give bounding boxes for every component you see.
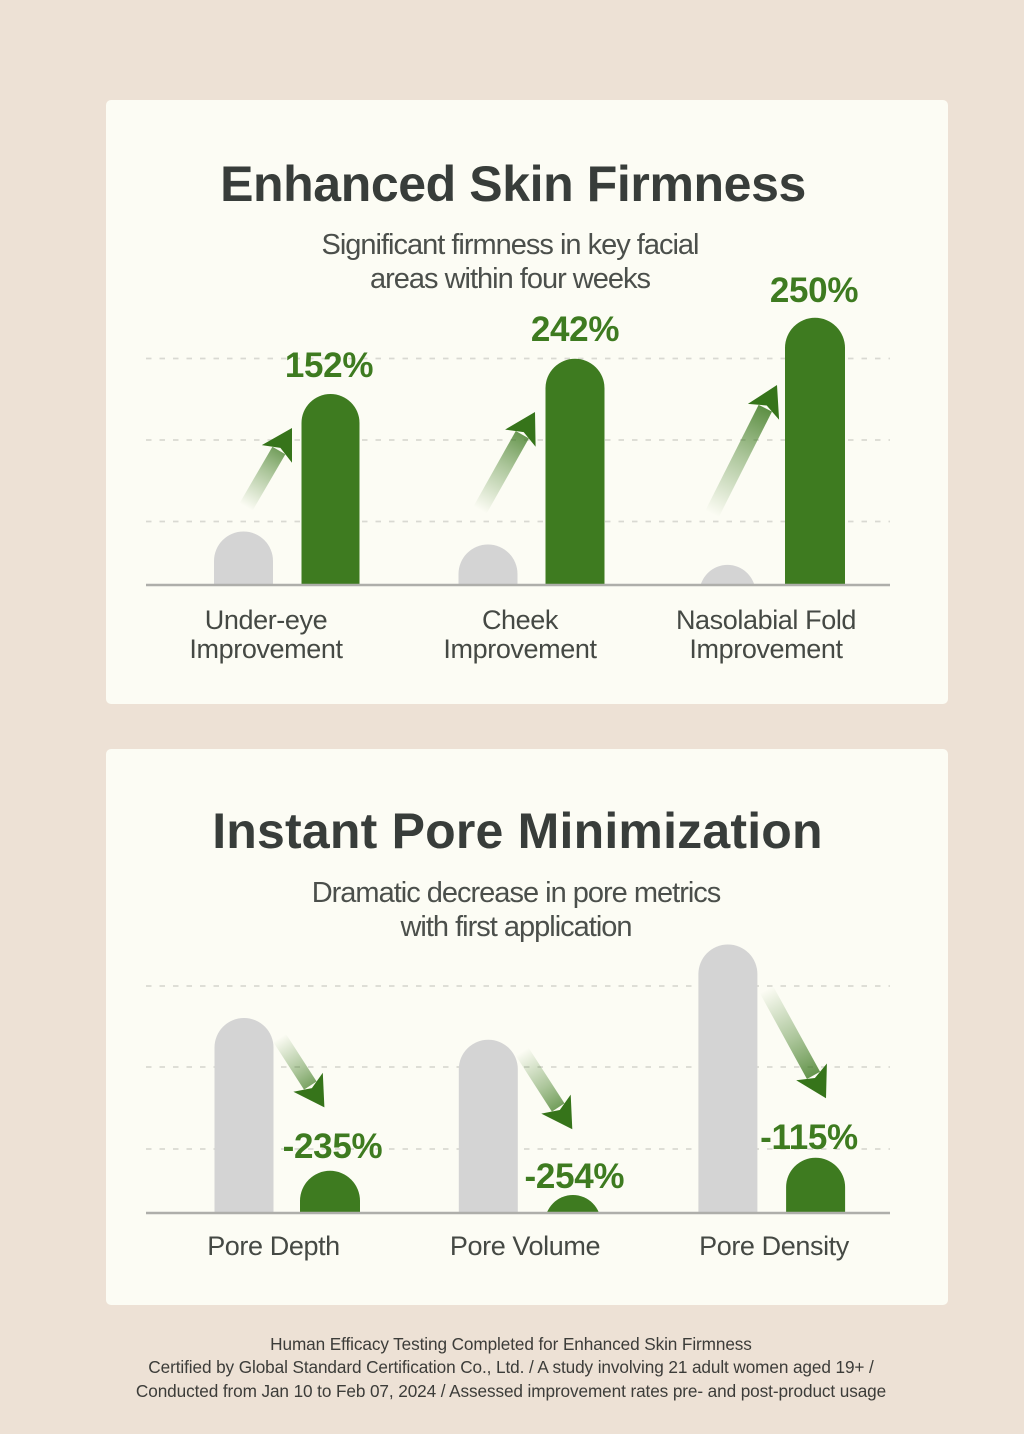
firmness-subtitle-line1: Significant firmness in key facial xyxy=(321,229,700,261)
bar-after-under-eye xyxy=(301,394,360,586)
category-label-pore-depth: Pore Depth xyxy=(207,1232,340,1262)
arrow-head-icon xyxy=(747,385,780,420)
bar-before-cheek xyxy=(458,544,518,586)
category-cheek-line2: Improvement xyxy=(443,634,597,665)
arrow-shaft xyxy=(473,431,529,514)
arrow-head-icon xyxy=(261,428,292,463)
pore-chart xyxy=(146,944,890,1215)
pore-card xyxy=(106,749,948,1305)
bar-after-pore-density xyxy=(786,1157,846,1214)
down-arrow-pore-density xyxy=(759,985,827,1099)
firmness-title: Enhanced Skin Firmness xyxy=(220,156,806,212)
value-label-nasolabial: 250% xyxy=(769,271,859,311)
pore-subtitle: Dramatic decrease in pore metrics with f… xyxy=(311,876,722,944)
pore-title: Instant Pore Minimization xyxy=(212,802,823,859)
category-label-nasolabial: Nasolabial Fold Improvement xyxy=(675,604,857,665)
up-arrow-under-eye xyxy=(239,428,292,511)
footnote-line3: Conducted from Jan 10 to Feb 07, 2024 / … xyxy=(135,1381,887,1402)
firmness-subtitle-line2: areas within four weeks xyxy=(369,263,651,295)
bar-after-pore-depth xyxy=(300,1170,360,1214)
down-arrow-pore-depth xyxy=(273,1033,325,1108)
value-label-pore-volume: -254% xyxy=(524,1157,625,1197)
category-label-pore-volume: Pore Volume xyxy=(449,1231,601,1262)
up-arrow-nasolabial xyxy=(705,385,780,518)
category-under-eye-line2: Improvement xyxy=(189,634,343,665)
bar-after-nasolabial xyxy=(785,317,845,586)
category-nasolabial-line1: Nasolabial Fold xyxy=(675,604,857,635)
bar-before-pore-depth xyxy=(214,1018,274,1214)
value-label-under-eye: 152% xyxy=(284,346,374,386)
footnote: Human Efficacy Testing Completed for Enh… xyxy=(136,1333,886,1404)
firmness-chart xyxy=(146,317,890,587)
value-label-pore-density: -115% xyxy=(760,1118,858,1158)
down-arrow-pore-volume xyxy=(515,1047,573,1130)
arrow-head-icon xyxy=(541,1094,573,1130)
arrow-head-icon xyxy=(796,1063,827,1099)
value-label-pore-depth: -235% xyxy=(282,1127,383,1167)
bar-after-cheek xyxy=(545,358,605,586)
footnote-line2: Certified by Global Standard Certificati… xyxy=(148,1357,874,1378)
category-pore-density-line1: Pore Density xyxy=(699,1231,849,1262)
bar-before-pore-volume xyxy=(458,1039,518,1214)
firmness-subtitle: Significant firmness in key facial areas… xyxy=(321,228,700,296)
value-label-cheek: 242% xyxy=(530,310,620,350)
arrow-head-icon xyxy=(505,412,536,447)
category-label-under-eye: Under-eye Improvement xyxy=(189,604,343,665)
firmness-card xyxy=(106,100,948,704)
arrow-shaft xyxy=(705,404,772,518)
arrow-shaft xyxy=(273,1033,317,1090)
bar-before-under-eye xyxy=(214,531,273,586)
gridlines xyxy=(146,357,890,523)
category-label-cheek: Cheek Improvement xyxy=(443,604,597,665)
arrow-head-icon xyxy=(293,1072,325,1108)
bar-before-nasolabial xyxy=(700,564,755,586)
category-under-eye-line1: Under-eye xyxy=(204,604,328,635)
up-arrow-cheek xyxy=(473,412,536,514)
category-cheek-line1: Cheek xyxy=(481,604,559,635)
category-pore-depth-line1: Pore Depth xyxy=(207,1231,340,1262)
category-nasolabial-line2: Improvement xyxy=(689,634,843,665)
category-pore-volume-line1: Pore Volume xyxy=(449,1231,601,1262)
bar-before-pore-density xyxy=(698,944,758,1214)
arrow-shaft xyxy=(515,1047,565,1112)
pore-subtitle-line1: Dramatic decrease in pore metrics xyxy=(311,876,722,909)
footnote-line1: Human Efficacy Testing Completed for Enh… xyxy=(270,1333,752,1354)
arrow-shaft xyxy=(759,985,821,1080)
pore-subtitle-line2: with first application xyxy=(400,910,632,943)
bar-after-pore-volume xyxy=(546,1195,600,1214)
category-label-pore-density: Pore Density xyxy=(699,1232,849,1262)
arrow-shaft xyxy=(239,446,286,511)
